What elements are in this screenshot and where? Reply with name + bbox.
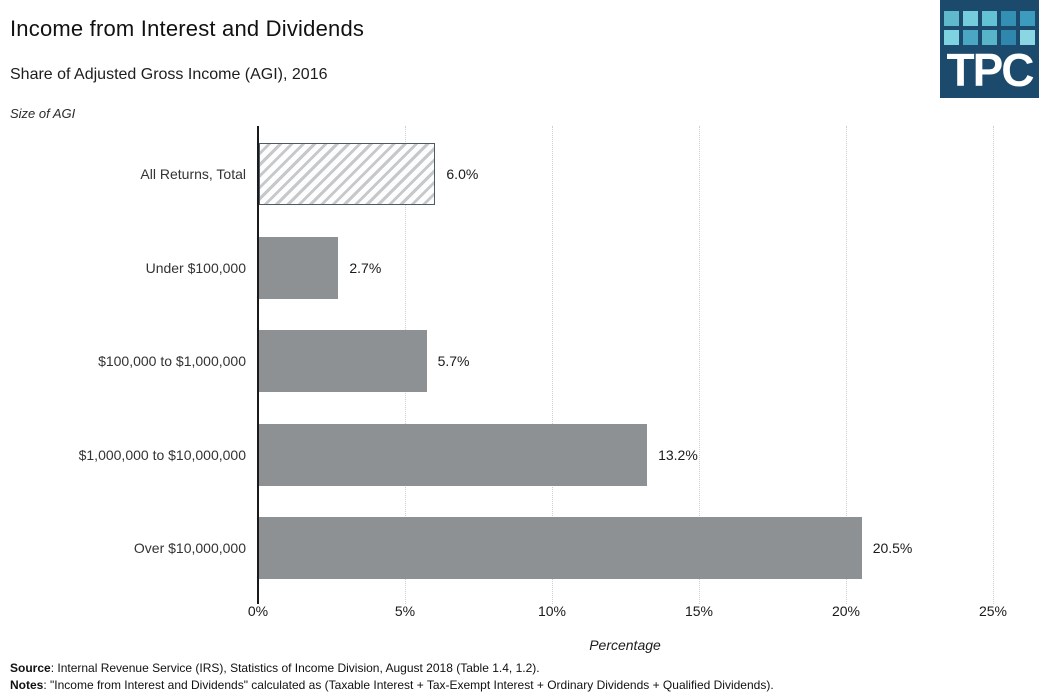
x-axis-title: Percentage [589, 637, 661, 653]
y-axis-title: Size of AGI [10, 106, 76, 121]
x-axis-tick-label: 0% [247, 603, 269, 619]
bar-value-label: 2.7% [349, 259, 382, 276]
bar-value-label: 20.5% [872, 540, 913, 556]
chart-title: Income from Interest and Dividends [10, 16, 365, 41]
category-label: Over $10,000,000 [133, 540, 246, 556]
gridline [552, 126, 553, 604]
category-label: Under $100,000 [145, 259, 246, 276]
tpc-logo: TPC [940, 0, 1039, 98]
x-axis-tick-label: 10% [537, 603, 567, 619]
logo-square [944, 11, 959, 26]
tpc-logo-text: TPC [946, 44, 1035, 96]
source-text: : Internal Revenue Service (IRS), Statis… [50, 661, 540, 675]
category-label: All Returns, Total [140, 166, 246, 182]
logo-square [963, 11, 978, 26]
logo-square [1001, 30, 1016, 45]
notes-text: : "Income from Interest and Dividends" c… [43, 678, 774, 692]
source-label: Source [10, 661, 51, 675]
gridline [699, 126, 700, 604]
category-label: $1,000,000 to $10,000,000 [78, 446, 246, 463]
x-axis-tick-label: 15% [684, 603, 714, 619]
logo-square [944, 30, 959, 45]
bar-value-label: 6.0% [446, 166, 479, 182]
notes-label: Notes [10, 678, 44, 692]
y-axis-line [257, 126, 259, 604]
logo-square [982, 30, 997, 45]
chart-subtitle: Share of Adjusted Gross Income (AGI), 20… [10, 66, 328, 83]
logo-square [1020, 11, 1035, 26]
x-axis-tick-label: 20% [831, 603, 861, 619]
bar-segment [259, 423, 648, 486]
logo-square [963, 30, 978, 45]
logo-square [1020, 30, 1035, 45]
gridline [846, 126, 847, 604]
logo-square [982, 11, 997, 26]
logo-square [1001, 11, 1016, 26]
notes-note: Notes: "Income from Interest and Dividen… [10, 677, 774, 694]
source-note: Source: Internal Revenue Service (IRS), … [10, 660, 774, 677]
bar-value-label: 13.2% [658, 446, 698, 463]
bar-segment [259, 517, 862, 579]
bar-segment [259, 236, 339, 299]
x-axis-tick-label: 25% [978, 603, 1008, 619]
bar-value-label: 5.7% [437, 353, 470, 369]
gridline [993, 126, 994, 604]
category-label: $100,000 to $1,000,000 [98, 353, 246, 369]
footnotes: Source: Internal Revenue Service (IRS), … [10, 660, 774, 694]
bar-segment [259, 330, 427, 392]
tpc-logo-grid-icon [944, 11, 1035, 45]
bar-all-returns-total [259, 143, 436, 205]
x-axis-tick-label: 5% [394, 603, 416, 619]
